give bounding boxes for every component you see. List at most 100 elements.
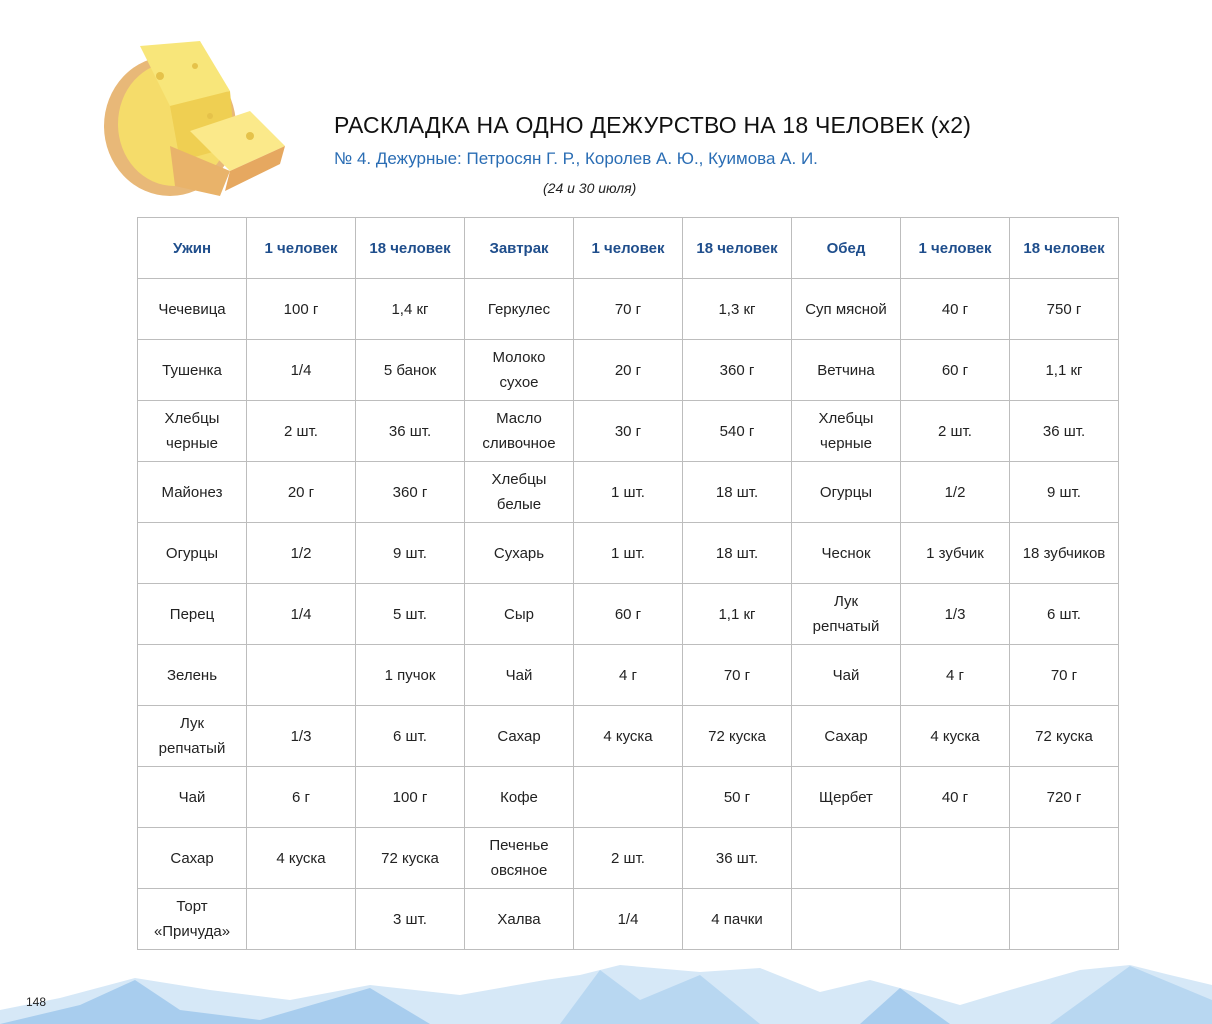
table-row: Сахар 4 куска 72 куска Печенье овсяное 2 шт.…: [137, 827, 1119, 889]
table-cell: 6 г: [246, 766, 356, 828]
table-cell: 1,4 кг: [355, 278, 465, 340]
table-cell: 72 куска: [1009, 705, 1119, 767]
table-cell: 100 г: [246, 278, 356, 340]
table-row: Чай 6 г 100 г Кофе 50 г Щербет 40 г 720 г: [137, 766, 1119, 828]
column-header: 1 человек: [246, 217, 356, 279]
table-cell: 9 шт.: [1009, 461, 1119, 523]
column-header: Обед: [791, 217, 901, 279]
table-cell: 9 шт.: [355, 522, 465, 584]
column-header: 18 человек: [682, 217, 792, 279]
table-cell: 70 г: [573, 278, 683, 340]
table-cell: Огурцы: [791, 461, 901, 523]
column-header: 1 человек: [573, 217, 683, 279]
table-cell: Чеснок: [791, 522, 901, 584]
cheese-image: [104, 41, 285, 196]
table-cell: Сахар: [464, 705, 574, 767]
table-cell: 1/2: [900, 461, 1010, 523]
table-cell: [1009, 827, 1119, 889]
table-cell: Лук репчатый: [137, 705, 247, 767]
table-cell: 1/3: [246, 705, 356, 767]
table-cell: 18 зубчиков: [1009, 522, 1119, 584]
table-cell: Геркулес: [464, 278, 574, 340]
table-cell: Перец: [137, 583, 247, 645]
table-cell: [573, 766, 683, 828]
table-cell: 36 шт.: [682, 827, 792, 889]
table-cell: 4 г: [900, 644, 1010, 706]
table-cell: Суп мясной: [791, 278, 901, 340]
table-row: Лук репчатый 1/3 6 шт. Сахар 4 куска 72 куска…: [137, 705, 1119, 767]
table-cell: 70 г: [682, 644, 792, 706]
table-cell: Тушенка: [137, 339, 247, 401]
column-header: 1 человек: [900, 217, 1010, 279]
table-cell: [900, 888, 1010, 950]
table-cell: 60 г: [573, 583, 683, 645]
table-cell: 36 шт.: [1009, 400, 1119, 462]
table-cell: 4 г: [573, 644, 683, 706]
table-header-row: Ужин 1 человек 18 человек Завтрак 1 человек 1…: [137, 217, 1119, 279]
duty-subtitle: № 4. Дежурные: Петросян Г. Р., Королев А…: [334, 149, 818, 168]
table-cell: 2 шт.: [573, 827, 683, 889]
table-cell: 3 шт.: [355, 888, 465, 950]
page-number: 148: [26, 995, 47, 1009]
table-cell: 540 г: [682, 400, 792, 462]
table-cell: 1,1 кг: [1009, 339, 1119, 401]
table-cell: 72 куска: [355, 827, 465, 889]
table-cell: Кофе: [464, 766, 574, 828]
table-cell: 360 г: [355, 461, 465, 523]
table-cell: 1 шт.: [573, 522, 683, 584]
column-header: Завтрак: [464, 217, 574, 279]
table-cell: 50 г: [682, 766, 792, 828]
table-cell: Сахар: [137, 827, 247, 889]
table-cell: Халва: [464, 888, 574, 950]
table-cell: 6 шт.: [1009, 583, 1119, 645]
table-cell: 1/2: [246, 522, 356, 584]
table-cell: 1/4: [246, 339, 356, 401]
table-cell: 60 г: [900, 339, 1010, 401]
table-cell: 100 г: [355, 766, 465, 828]
table-cell: Молоко сухое: [464, 339, 574, 401]
table-cell: 5 банок: [355, 339, 465, 401]
table-cell: 1,1 кг: [682, 583, 792, 645]
table-cell: Майонез: [137, 461, 247, 523]
table-cell: 720 г: [1009, 766, 1119, 828]
table-cell: Ветчина: [791, 339, 901, 401]
table-cell: 18 шт.: [682, 522, 792, 584]
table-row: Чечевица 100 г 1,4 кг Геркулес 70 г 1,3 кг Суп…: [137, 278, 1119, 340]
table-cell: 1/4: [573, 888, 683, 950]
table-row: Торт «Причуда» 3 шт. Халва 1/4 4 пачки: [137, 888, 1119, 950]
table-cell: 36 шт.: [355, 400, 465, 462]
table-cell: 1,3 кг: [682, 278, 792, 340]
table-cell: Лук репчатый: [791, 583, 901, 645]
table-row: Майонез 20 г 360 г Хлебцы белые 1 шт. 18 шт. О…: [137, 461, 1119, 523]
table-cell: Огурцы: [137, 522, 247, 584]
table-cell: 4 куска: [246, 827, 356, 889]
page-title: РАСКЛАДКА НА ОДНО ДЕЖУРСТВО НА 18 ЧЕЛОВЕ…: [334, 112, 972, 138]
table-cell: 1 зубчик: [900, 522, 1010, 584]
table-cell: Сахар: [791, 705, 901, 767]
table-cell: 4 куска: [900, 705, 1010, 767]
table-cell: Сыр: [464, 583, 574, 645]
table-cell: [246, 888, 356, 950]
table-cell: Хлебцы черные: [791, 400, 901, 462]
table-cell: 1 шт.: [573, 461, 683, 523]
table-row: Хлебцы черные 2 шт. 36 шт. Масло сливочное 3…: [137, 400, 1119, 462]
table-row: Огурцы 1/2 9 шт. Сухарь 1 шт. 18 шт. Чеснок 1 з…: [137, 522, 1119, 584]
table-cell: [1009, 888, 1119, 950]
table-cell: Чай: [464, 644, 574, 706]
table-cell: 20 г: [573, 339, 683, 401]
table-cell: 6 шт.: [355, 705, 465, 767]
table-cell: Торт «Причуда»: [137, 888, 247, 950]
dates-note: (24 и 30 июля): [543, 180, 637, 196]
table-cell: Сухарь: [464, 522, 574, 584]
table-cell: 2 шт.: [246, 400, 356, 462]
table-cell: Чай: [137, 766, 247, 828]
table-cell: [791, 827, 901, 889]
table-cell: [900, 827, 1010, 889]
table-cell: Чечевица: [137, 278, 247, 340]
table-cell: 750 г: [1009, 278, 1119, 340]
table-row: Тушенка 1/4 5 банок Молоко сухое 20 г 360 г Ве…: [137, 339, 1119, 401]
table-cell: 1/3: [900, 583, 1010, 645]
table-cell: 2 шт.: [900, 400, 1010, 462]
table-row: Зелень 1 пучок Чай 4 г 70 г Чай 4 г 70 г: [137, 644, 1119, 706]
table-row: Перец 1/4 5 шт. Сыр 60 г 1,1 кг Лук репчатый 1/…: [137, 583, 1119, 645]
